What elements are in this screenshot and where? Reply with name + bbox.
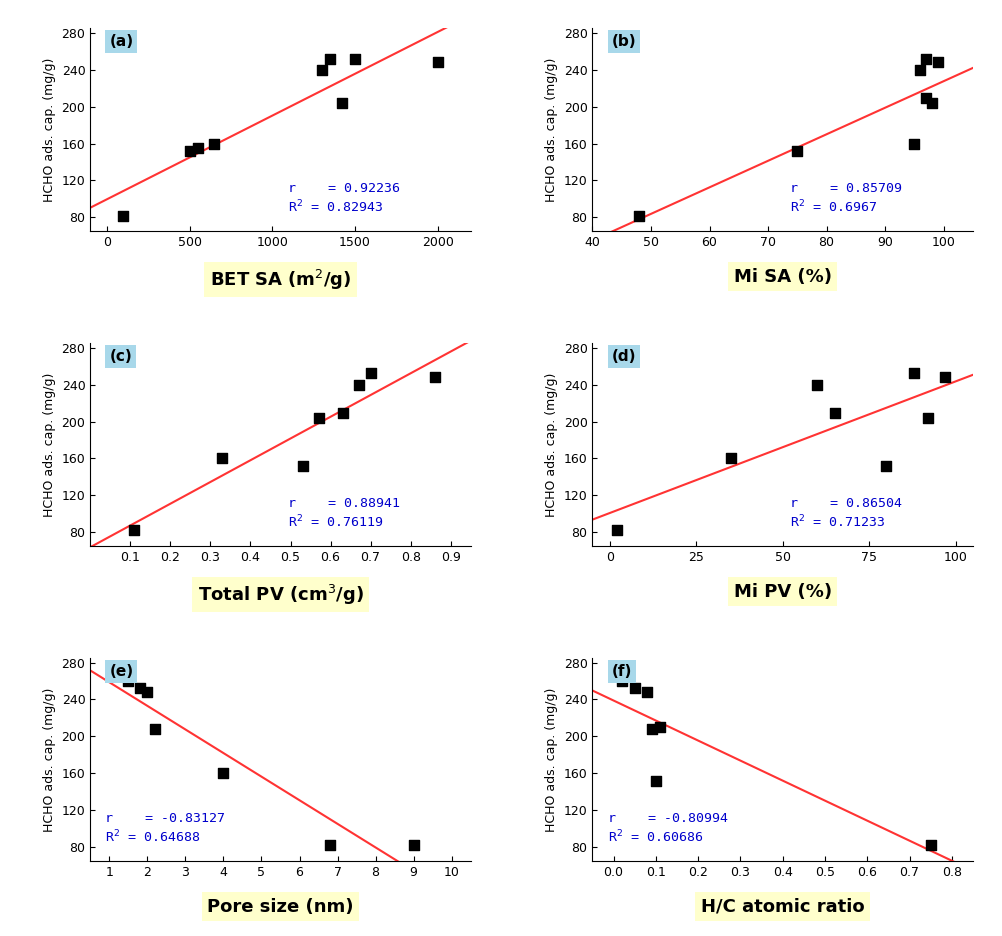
Text: (b): (b) (611, 35, 635, 50)
Point (789, 143, 805, 158)
Point (131, 680, 147, 695)
Text: r    = 0.86504: r = 0.86504 (790, 497, 902, 509)
Text: R$^2$ = 0.64688: R$^2$ = 0.64688 (105, 828, 200, 845)
Text: (e): (e) (109, 664, 133, 679)
Text: (f): (f) (611, 664, 631, 679)
Point (878, 459, 894, 474)
Point (115, 208, 131, 223)
Text: Total PV (cm$^3$/g): Total PV (cm$^3$/g) (197, 583, 363, 607)
Point (311, 410, 327, 425)
Y-axis label: HCHO ads. cap. (mg/g): HCHO ads. cap. (mg/g) (43, 373, 56, 517)
Text: Mi PV (%): Mi PV (%) (732, 583, 831, 601)
Text: R$^2$ = 0.82943: R$^2$ = 0.82943 (288, 198, 383, 215)
Point (405, 838, 421, 853)
Point (335, 405, 351, 420)
Point (120, 674, 136, 689)
Point (917, 51, 933, 66)
Point (630, 208, 646, 223)
Point (722, 451, 738, 466)
Point (651, 720, 667, 735)
Point (638, 684, 654, 699)
Text: r    = 0.92236: r = 0.92236 (288, 182, 400, 195)
Text: R$^2$ = 0.60686: R$^2$ = 0.60686 (607, 828, 702, 845)
Point (206, 136, 222, 151)
Point (917, 91, 933, 106)
Point (608, 523, 624, 538)
Point (351, 377, 367, 392)
Y-axis label: HCHO ads. cap. (mg/g): HCHO ads. cap. (mg/g) (43, 687, 56, 832)
Point (613, 674, 629, 689)
Point (139, 684, 155, 699)
Point (936, 370, 952, 385)
Text: R$^2$ = 0.6967: R$^2$ = 0.6967 (790, 198, 877, 215)
Text: R$^2$ = 0.71233: R$^2$ = 0.71233 (790, 513, 885, 530)
Point (826, 405, 842, 420)
Point (347, 51, 363, 66)
Text: (d): (d) (611, 349, 635, 364)
Text: BET SA (m$^2$/g): BET SA (m$^2$/g) (209, 268, 351, 292)
Point (626, 680, 642, 695)
Point (214, 451, 230, 466)
Point (923, 95, 939, 110)
Point (322, 51, 338, 66)
Text: (a): (a) (109, 35, 133, 50)
Point (334, 95, 350, 110)
Text: R$^2$ = 0.76119: R$^2$ = 0.76119 (288, 513, 383, 530)
Point (643, 722, 659, 737)
Text: (c): (c) (109, 349, 132, 364)
Text: r    = 0.85709: r = 0.85709 (790, 182, 902, 195)
Point (929, 55, 945, 70)
Text: r    = -0.80994: r = -0.80994 (607, 812, 727, 825)
Point (911, 62, 927, 77)
Y-axis label: HCHO ads. cap. (mg/g): HCHO ads. cap. (mg/g) (545, 687, 558, 832)
Point (922, 838, 938, 853)
Point (295, 459, 311, 474)
Point (322, 838, 338, 853)
Point (426, 370, 442, 385)
Point (146, 722, 162, 737)
Text: r    = 0.88941: r = 0.88941 (288, 497, 400, 509)
Text: H/C atomic ratio: H/C atomic ratio (700, 898, 864, 915)
Point (429, 55, 445, 70)
Point (126, 523, 142, 538)
Point (215, 766, 231, 781)
Point (647, 773, 663, 788)
Point (189, 140, 205, 155)
Text: Pore size (nm): Pore size (nm) (207, 898, 354, 915)
Point (919, 410, 935, 425)
Point (906, 136, 922, 151)
Text: Mi SA (%): Mi SA (%) (732, 268, 831, 285)
Y-axis label: HCHO ads. cap. (mg/g): HCHO ads. cap. (mg/g) (545, 57, 558, 202)
Point (809, 377, 825, 392)
Y-axis label: HCHO ads. cap. (mg/g): HCHO ads. cap. (mg/g) (43, 57, 56, 202)
Point (314, 62, 330, 77)
Point (362, 366, 378, 381)
Point (905, 366, 921, 381)
Text: r    = -0.83127: r = -0.83127 (105, 812, 225, 825)
Y-axis label: HCHO ads. cap. (mg/g): HCHO ads. cap. (mg/g) (545, 373, 558, 517)
Point (181, 143, 197, 158)
